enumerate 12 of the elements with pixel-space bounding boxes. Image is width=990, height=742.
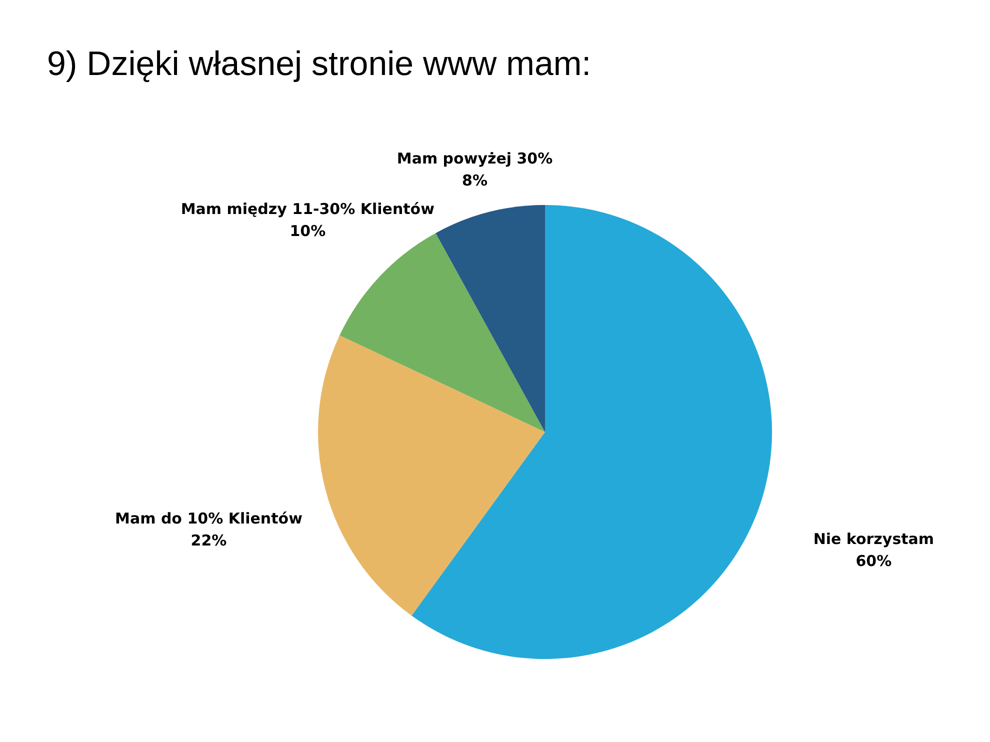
pie-slice <box>340 233 545 432</box>
slice-label: Nie korzystam <box>813 530 934 548</box>
slice-label: Mam do 10% Klientów <box>115 509 303 528</box>
data-label: 8% <box>462 171 488 190</box>
data-label: 10% <box>290 222 326 240</box>
pie-slice <box>436 205 545 432</box>
slice-label: Mam powyżej 30% <box>396 149 553 168</box>
data-label: 60% <box>856 552 892 570</box>
data-label: 22% <box>190 531 227 550</box>
slice-label: Mam między 11-30% Klientów <box>180 200 435 218</box>
chart-title: 9) Dzięki własnej stronie www mam: <box>47 45 592 83</box>
pie-slice <box>318 335 545 616</box>
